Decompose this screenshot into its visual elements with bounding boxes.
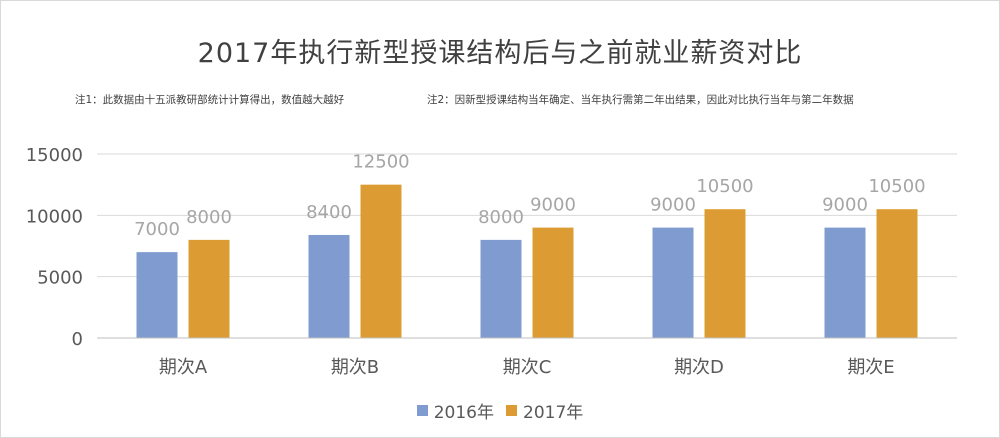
bar-2016年-期次B bbox=[308, 234, 350, 338]
note-2: 注2：因新型授课结构当年确定、当年执行需第二年出结果，因此对比执行当年与第二年数… bbox=[427, 94, 854, 106]
bar-2017年-期次B bbox=[360, 184, 402, 338]
bar-2016年-期次E bbox=[824, 227, 866, 338]
data-label-2016年-期次B: 8400 bbox=[306, 202, 352, 223]
bar-2016年-期次C bbox=[480, 239, 522, 338]
legend-swatch-2016 bbox=[416, 405, 428, 416]
y-tick-label-0: 0 bbox=[72, 329, 83, 350]
data-label-2016年-期次D: 9000 bbox=[650, 195, 696, 216]
bar-2016年-期次A bbox=[136, 252, 178, 338]
x-tick-label-期次B: 期次B bbox=[331, 357, 379, 378]
data-label-2017年-期次C: 9000 bbox=[530, 195, 576, 216]
data-label-2016年-期次E: 9000 bbox=[822, 195, 868, 216]
bar-2017年-期次D bbox=[704, 209, 746, 338]
y-tick-label-15000: 15000 bbox=[26, 145, 83, 166]
bar-2016年-期次D bbox=[652, 227, 694, 338]
legend-label-2016: 2016年 bbox=[433, 403, 494, 423]
data-label-2017年-期次B: 12500 bbox=[352, 152, 409, 173]
data-label-2016年-期次A: 7000 bbox=[134, 219, 180, 240]
x-tick-label-期次D: 期次D bbox=[674, 357, 724, 378]
data-label-2017年-期次E: 10500 bbox=[868, 176, 925, 197]
data-label-2017年-期次A: 8000 bbox=[186, 207, 232, 228]
bar-2017年-期次E bbox=[876, 209, 918, 338]
legend: 2016年 2017年 bbox=[1, 398, 999, 423]
y-tick-label-10000: 10000 bbox=[26, 206, 83, 227]
note-1: 注1：此数据由十五派教研部统计计算得出，数值越大越好 bbox=[75, 94, 345, 106]
x-tick-label-期次C: 期次C bbox=[503, 357, 552, 378]
legend-item-2017: 2017年 bbox=[506, 398, 583, 423]
x-tick-label-期次A: 期次A bbox=[159, 357, 208, 378]
legend-swatch-2017 bbox=[506, 405, 517, 416]
chart-title: 2017年执行新型授课结构后与之前就业薪资对比 bbox=[197, 38, 803, 69]
x-tick-label-期次E: 期次E bbox=[847, 357, 894, 378]
legend-label-2017: 2017年 bbox=[523, 403, 584, 423]
legend-item-2016: 2016年 bbox=[416, 398, 494, 423]
data-label-2016年-期次C: 8000 bbox=[478, 207, 524, 228]
y-tick-label-5000: 5000 bbox=[37, 268, 83, 289]
bar-2017年-期次A bbox=[188, 239, 230, 338]
data-label-2017年-期次D: 10500 bbox=[696, 176, 753, 197]
bar-2017年-期次C bbox=[532, 227, 574, 338]
